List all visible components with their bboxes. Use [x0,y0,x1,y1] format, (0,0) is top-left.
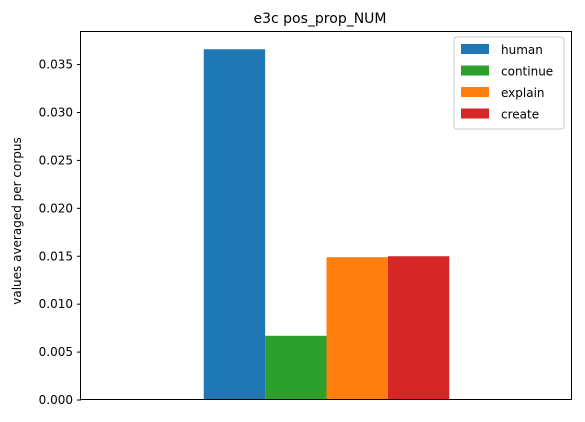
bars-layer [204,49,450,400]
legend: human continue explain create [454,37,564,129]
y-tick-label: 0.025 [39,153,73,167]
bar-create [388,256,449,400]
legend-swatch-continue [461,66,489,76]
y-tick-label: 0.030 [39,106,73,120]
bar-human [204,49,265,400]
bar-continue [265,336,326,400]
y-tick-label: 0.005 [39,345,73,359]
y-tick-label: 0.020 [39,201,73,215]
y-tick-label: 0.015 [39,249,73,263]
legend-swatch-human [461,44,489,54]
legend-swatch-create [461,109,489,119]
legend-label-continue: continue [501,65,553,79]
legend-label-explain: explain [501,86,545,100]
y-tick-label: 0.035 [39,58,73,72]
y-tick-label: 0.010 [39,297,73,311]
bar-explain [327,257,388,400]
chart-title: e3c pos_prop_NUM [254,11,387,27]
legend-swatch-explain [461,87,489,97]
y-axis-label: values averaged per corpus [10,137,24,305]
y-tick-label: 0.000 [39,393,73,407]
legend-label-human: human [501,43,543,57]
y-axis-ticks: 0.000 0.005 0.010 0.015 0.020 0.025 0.030 0.035 [39,58,81,407]
legend-label-create: create [501,108,539,122]
